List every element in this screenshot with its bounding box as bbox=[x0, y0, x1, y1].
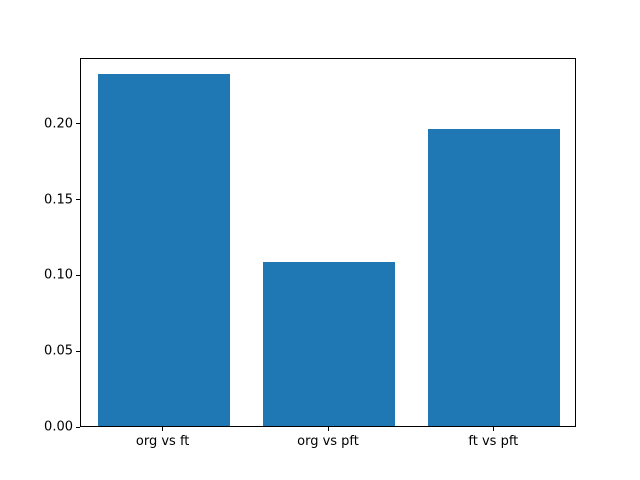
y-tick-label: 0.10 bbox=[44, 267, 73, 283]
x-tick-label-org-vs-ft: org vs ft bbox=[135, 434, 190, 450]
x-tick-label-ft-vs-pft: ft vs pft bbox=[468, 434, 519, 450]
bar-ft-vs-pft bbox=[428, 128, 561, 427]
x-tick-mark bbox=[327, 427, 329, 432]
y-tick-label: 0.00 bbox=[44, 419, 73, 435]
y-tick-mark bbox=[76, 123, 80, 125]
x-tick-mark bbox=[492, 427, 494, 432]
y-tick-label: 0.05 bbox=[44, 343, 73, 359]
y-tick-mark bbox=[76, 274, 80, 276]
bar-org-vs-pft bbox=[262, 262, 396, 427]
plot-area bbox=[80, 57, 576, 428]
y-tick-label: 0.20 bbox=[44, 116, 73, 132]
x-tick-mark bbox=[162, 427, 164, 432]
y-tick-mark bbox=[76, 350, 80, 352]
y-tick-mark bbox=[76, 199, 80, 201]
x-tick-label-org-vs-pft: org vs pft bbox=[297, 434, 359, 450]
y-tick-label: 0.15 bbox=[44, 192, 73, 208]
y-tick-mark bbox=[76, 426, 80, 428]
bar-org-vs-ft bbox=[97, 74, 230, 427]
